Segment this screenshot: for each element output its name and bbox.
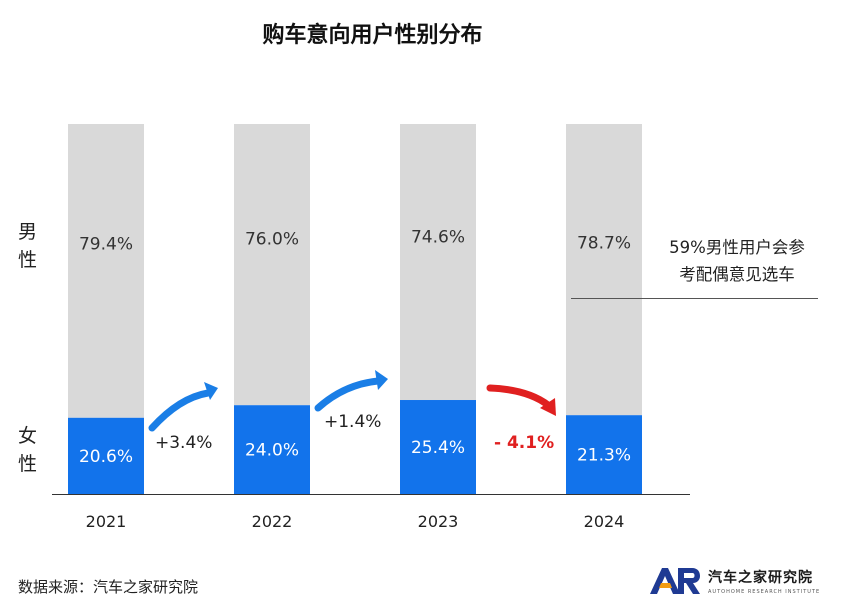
change-arrowhead-1 bbox=[204, 382, 218, 400]
change-label-2: +1.4% bbox=[324, 412, 381, 432]
legend-female-char-0: 女 bbox=[18, 425, 37, 447]
data-label-female-2024: 21.3% bbox=[577, 446, 631, 466]
change-label-3: - 4.1% bbox=[494, 433, 554, 453]
bar-female-2021 bbox=[68, 417, 144, 494]
bar-male-2021 bbox=[68, 124, 144, 418]
logo-english-name: AUTOHOME RESEARCH INSTITUTE bbox=[708, 589, 821, 595]
bar-female-2022 bbox=[234, 405, 310, 494]
change-arrow-2 bbox=[314, 377, 382, 412]
data-label-female-2023: 25.4% bbox=[411, 438, 465, 458]
data-label-female-2022: 24.0% bbox=[245, 441, 299, 461]
annotation-line-2: 考配偶意见选车 bbox=[679, 265, 795, 284]
data-label-female-2021: 20.6% bbox=[79, 447, 133, 467]
bar-male-2022 bbox=[234, 124, 310, 406]
data-label-male-2021: 79.4% bbox=[79, 235, 133, 255]
logo-chinese-name: 汽车之家研究院 bbox=[708, 570, 813, 586]
x-tick-label-2023: 2023 bbox=[418, 512, 459, 531]
bar-female-2024 bbox=[566, 415, 642, 494]
x-tick-label-2022: 2022 bbox=[252, 512, 293, 531]
data-source-note: 数据来源：汽车之家研究院 bbox=[18, 578, 199, 596]
change-arrow-3 bbox=[486, 384, 552, 409]
data-label-male-2024: 78.7% bbox=[577, 233, 631, 253]
change-arrowhead-3 bbox=[540, 398, 556, 416]
bar-male-2023 bbox=[400, 124, 476, 401]
x-tick-label-2021: 2021 bbox=[86, 512, 127, 531]
autohome-research-logo: 汽车之家研究院 AUTOHOME RESEARCH INSTITUTE bbox=[648, 566, 820, 596]
legend-male-char-0: 男 bbox=[18, 221, 37, 243]
x-tick-label-2024: 2024 bbox=[584, 512, 625, 531]
change-arrowhead-2 bbox=[375, 370, 388, 390]
stacked-bar-chart: 79.4% 20.6% 2021 76.0% 24.0% 2022 74.6% 25.4% 20… bbox=[18, 124, 818, 531]
data-label-male-2022: 76.0% bbox=[245, 229, 299, 249]
chart-title: 购车意向用户性别分布 bbox=[262, 23, 483, 48]
legend-male-char-1: 性 bbox=[18, 249, 37, 271]
bar-female-2023 bbox=[400, 400, 476, 494]
change-label-1: +3.4% bbox=[155, 433, 212, 453]
legend-female-char-1: 性 bbox=[18, 453, 37, 475]
ar-logo-icon bbox=[650, 568, 700, 594]
annotation-line-1: 59%男性用户会参 bbox=[669, 238, 805, 257]
change-arrow-1 bbox=[148, 389, 212, 432]
bar-male-2024 bbox=[566, 124, 642, 416]
data-label-male-2023: 74.6% bbox=[411, 227, 465, 247]
